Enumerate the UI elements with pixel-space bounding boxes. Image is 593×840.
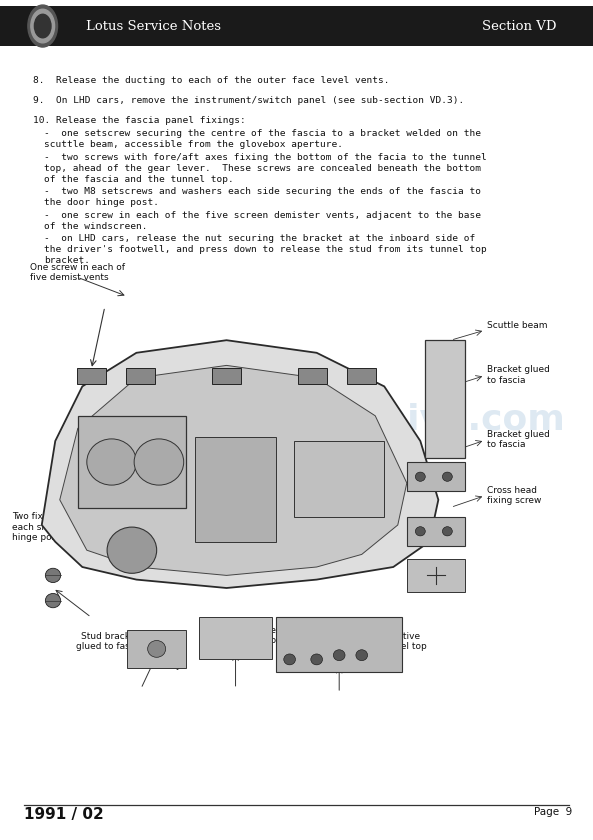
Bar	[294, 441, 384, 517]
Bar	[298, 368, 327, 385]
Text: manualsarchive.com: manualsarchive.com	[146, 403, 565, 437]
Text: scuttle beam, accessible from the glovebox aperture.: scuttle beam, accessible from the gloveb…	[44, 140, 343, 150]
Text: 10. Release the fascia panel fixings:: 10. Release the fascia panel fixings:	[33, 116, 246, 125]
Polygon shape	[42, 340, 438, 588]
Text: Scuttle beam: Scuttle beam	[487, 321, 548, 330]
Circle shape	[311, 654, 323, 665]
Text: Cross head
fixing screw: Cross head fixing screw	[487, 486, 542, 505]
Text: 1991 / 02: 1991 / 02	[24, 807, 103, 822]
Text: Lotus Service Notes: Lotus Service Notes	[86, 19, 221, 33]
Circle shape	[333, 650, 345, 660]
Circle shape	[45, 568, 60, 583]
Polygon shape	[78, 416, 186, 508]
Bar	[0, 6, 593, 46]
Text: 9.  On LHD cars, remove the instrument/switch panel (see sub-section VD.3).: 9. On LHD cars, remove the instrument/sw…	[33, 96, 464, 105]
Text: of the windscreen.: of the windscreen.	[44, 222, 148, 231]
Text: the door hinge post.: the door hinge post.	[44, 198, 160, 207]
Text: Two fixings
each side to
hinge post: Two fixings each side to hinge post	[12, 512, 67, 542]
Text: of the fascia and the tunnel top.: of the fascia and the tunnel top.	[44, 175, 234, 184]
Circle shape	[284, 654, 295, 665]
Text: -  one setscrew securing the centre of the fascia to a bracket welded on the: - one setscrew securing the centre of th…	[44, 129, 482, 139]
Circle shape	[415, 527, 425, 536]
Text: -  one screw in each of the five screen demister vents, adjacent to the base: - one screw in each of the five screen d…	[44, 211, 482, 220]
Polygon shape	[407, 462, 466, 491]
Bar	[195, 437, 276, 542]
Circle shape	[134, 438, 184, 486]
Circle shape	[148, 640, 165, 657]
Circle shape	[356, 650, 368, 660]
Circle shape	[415, 472, 425, 481]
Text: top, ahead of the gear lever.  These screws are concealed beneath the bottom: top, ahead of the gear lever. These scre…	[44, 164, 482, 173]
Text: the driver's footwell, and press down to release the stud from its tunnel top: the driver's footwell, and press down to…	[44, 245, 487, 255]
Bar	[425, 340, 466, 458]
Text: Bracket fixed
to tunnel top: Bracket fixed to tunnel top	[222, 626, 282, 645]
Bar	[212, 368, 241, 385]
Text: -  two screws with fore/aft axes fixing the bottom of the facia to the tunnel: - two screws with fore/aft axes fixing t…	[44, 153, 487, 162]
Text: One screw in each of
five demist vents: One screw in each of five demist vents	[30, 263, 125, 282]
Text: -  two M8 setscrews and washers each side securing the ends of the fascia to: - two M8 setscrews and washers each side…	[44, 187, 482, 197]
Circle shape	[31, 9, 55, 43]
Polygon shape	[60, 365, 407, 575]
Text: Bracket glued
to fascia: Bracket glued to fascia	[487, 430, 550, 449]
Text: Stud bracket
glued to fascia: Stud bracket glued to fascia	[76, 632, 143, 651]
Bar	[126, 368, 155, 385]
Polygon shape	[407, 517, 466, 546]
Bar	[77, 368, 106, 385]
Text: LHD
only: LHD only	[162, 651, 181, 670]
Circle shape	[107, 528, 157, 573]
Text: 8.  Release the ducting to each of the outer face level vents.: 8. Release the ducting to each of the ou…	[33, 76, 389, 85]
Circle shape	[442, 527, 452, 536]
Bar	[199, 617, 272, 659]
Bar	[407, 559, 466, 592]
Text: bracket.: bracket.	[44, 256, 91, 265]
Bar	[276, 617, 402, 672]
Text: Bracket glued
to fascia: Bracket glued to fascia	[487, 365, 550, 385]
Text: Page  9: Page 9	[534, 807, 572, 817]
Bar	[127, 630, 186, 668]
Text: Bracket with captive
nuts fixed to tunnel top: Bracket with captive nuts fixed to tunne…	[320, 632, 427, 651]
Text: -  on LHD cars, release the nut securing the bracket at the inboard side of: - on LHD cars, release the nut securing …	[44, 234, 476, 244]
Text: Section VD: Section VD	[482, 19, 556, 33]
Circle shape	[28, 5, 58, 47]
Circle shape	[34, 14, 51, 38]
Circle shape	[87, 438, 136, 486]
Circle shape	[442, 472, 452, 481]
Circle shape	[45, 593, 60, 608]
Bar	[347, 368, 376, 385]
